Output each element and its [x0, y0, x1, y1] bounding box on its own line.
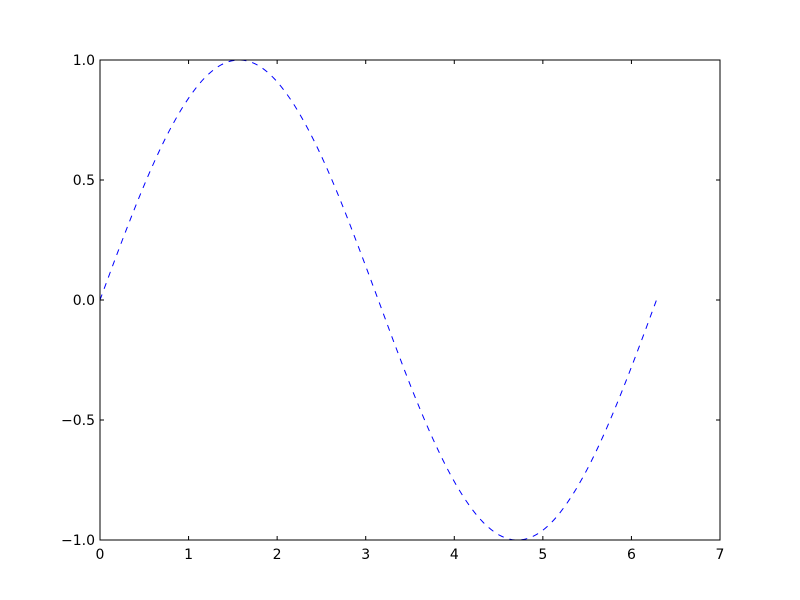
y-tick-label: −1.0	[61, 533, 95, 549]
x-tick-label: 7	[716, 547, 725, 563]
x-tick-label: 3	[361, 547, 370, 563]
x-tick-label: 0	[96, 547, 105, 563]
ticks-layer: 0 1 2 3 4 5 6 7 −1.0 −0.5 0.0 0.5 1.0	[61, 53, 724, 563]
y-tick-label: 1.0	[73, 53, 95, 69]
axes-frame	[99, 59, 721, 541]
y-tick-label: 0.0	[73, 293, 95, 309]
y-tick-label: 0.5	[73, 173, 95, 189]
x-tick-label: 5	[538, 547, 547, 563]
x-tick-label: 2	[273, 547, 282, 563]
plot-area	[100, 60, 720, 540]
y-tick-label: −0.5	[61, 413, 95, 429]
x-tick-label: 4	[450, 547, 459, 563]
x-tick-label: 1	[184, 547, 193, 563]
x-tick-label: 6	[627, 547, 636, 563]
